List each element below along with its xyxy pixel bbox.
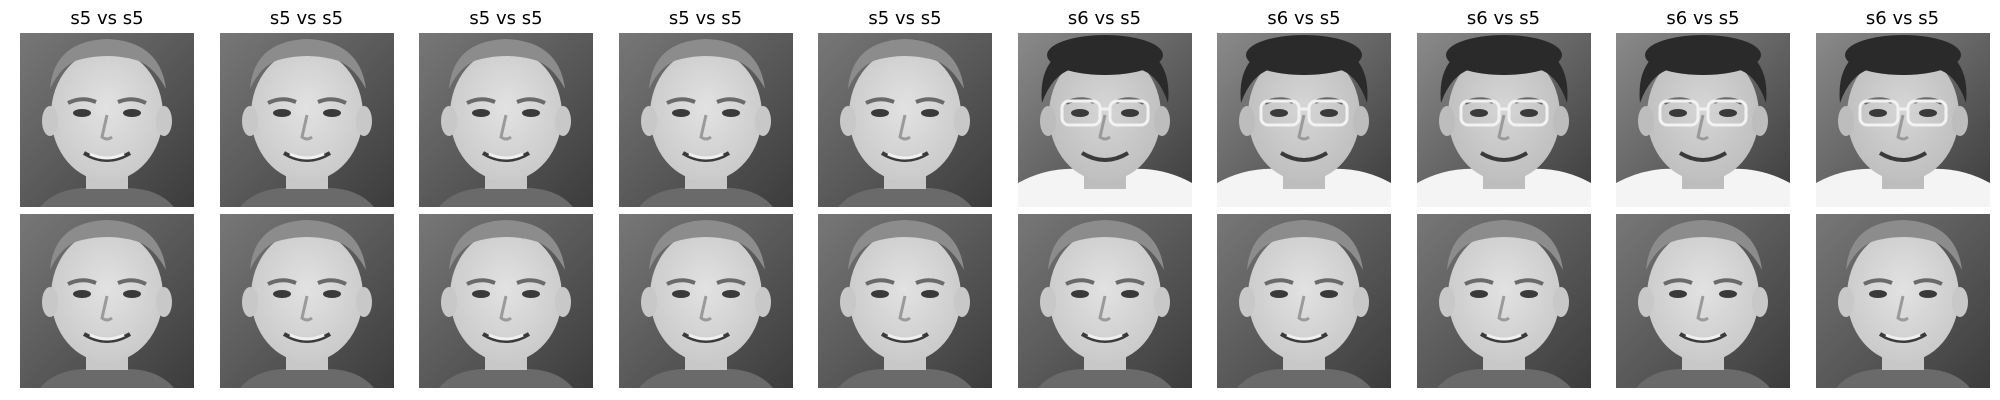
face-image-bottom-1 bbox=[20, 214, 194, 388]
face-image-bottom-6 bbox=[1017, 214, 1192, 388]
face-photo-bottom-3 bbox=[419, 214, 593, 388]
face-image-bottom-3 bbox=[419, 214, 593, 388]
face-image-bottom-5 bbox=[818, 214, 992, 388]
face-photo-top-1 bbox=[20, 33, 194, 207]
face-image-bottom-9 bbox=[1616, 214, 1790, 388]
face-image-top-8 bbox=[1416, 33, 1591, 207]
pair-title-5: s5 vs s5 bbox=[868, 8, 942, 29]
face-photo-top-2 bbox=[219, 33, 394, 207]
face-image-bottom-4 bbox=[618, 214, 793, 388]
pair-title-8: s6 vs s5 bbox=[1466, 8, 1541, 29]
face-photo-bottom-10 bbox=[1815, 214, 1990, 388]
face-photo-top-10 bbox=[1815, 33, 1990, 207]
face-image-top-1 bbox=[20, 33, 194, 207]
face-image-bottom-7 bbox=[1217, 214, 1391, 388]
face-image-top-4 bbox=[618, 33, 793, 207]
face-image-top-2 bbox=[219, 33, 394, 207]
pair-title-6: s6 vs s5 bbox=[1067, 8, 1142, 29]
face-photo-bottom-9 bbox=[1616, 214, 1790, 388]
face-photo-bottom-5 bbox=[818, 214, 992, 388]
face-photo-bottom-6 bbox=[1017, 214, 1192, 388]
face-image-top-3 bbox=[419, 33, 593, 207]
face-image-top-6 bbox=[1017, 33, 1192, 207]
face-photo-top-4 bbox=[618, 33, 793, 207]
face-photo-top-7 bbox=[1217, 33, 1391, 207]
face-image-bottom-2 bbox=[219, 214, 394, 388]
face-photo-bottom-2 bbox=[219, 214, 394, 388]
pair-title-3: s5 vs s5 bbox=[469, 8, 543, 29]
face-photo-top-9 bbox=[1616, 33, 1790, 207]
pair-title-4: s5 vs s5 bbox=[668, 8, 743, 29]
face-photo-bottom-7 bbox=[1217, 214, 1391, 388]
pair-title-1: s5 vs s5 bbox=[70, 8, 144, 29]
face-photo-top-3 bbox=[419, 33, 593, 207]
face-image-bottom-8 bbox=[1416, 214, 1591, 388]
face-photo-top-6 bbox=[1017, 33, 1192, 207]
face-photo-bottom-4 bbox=[618, 214, 793, 388]
face-image-top-5 bbox=[818, 33, 992, 207]
face-photo-bottom-8 bbox=[1416, 214, 1591, 388]
pair-title-2: s5 vs s5 bbox=[269, 8, 344, 29]
face-image-top-7 bbox=[1217, 33, 1391, 207]
face-image-top-10 bbox=[1815, 33, 1990, 207]
face-photo-top-8 bbox=[1416, 33, 1591, 207]
face-photo-top-5 bbox=[818, 33, 992, 207]
face-photo-bottom-1 bbox=[20, 214, 194, 388]
pair-title-7: s6 vs s5 bbox=[1267, 8, 1341, 29]
pair-title-9: s6 vs s5 bbox=[1666, 8, 1740, 29]
pair-title-10: s6 vs s5 bbox=[1865, 8, 1940, 29]
face-image-top-9 bbox=[1616, 33, 1790, 207]
face-image-bottom-10 bbox=[1815, 214, 1990, 388]
